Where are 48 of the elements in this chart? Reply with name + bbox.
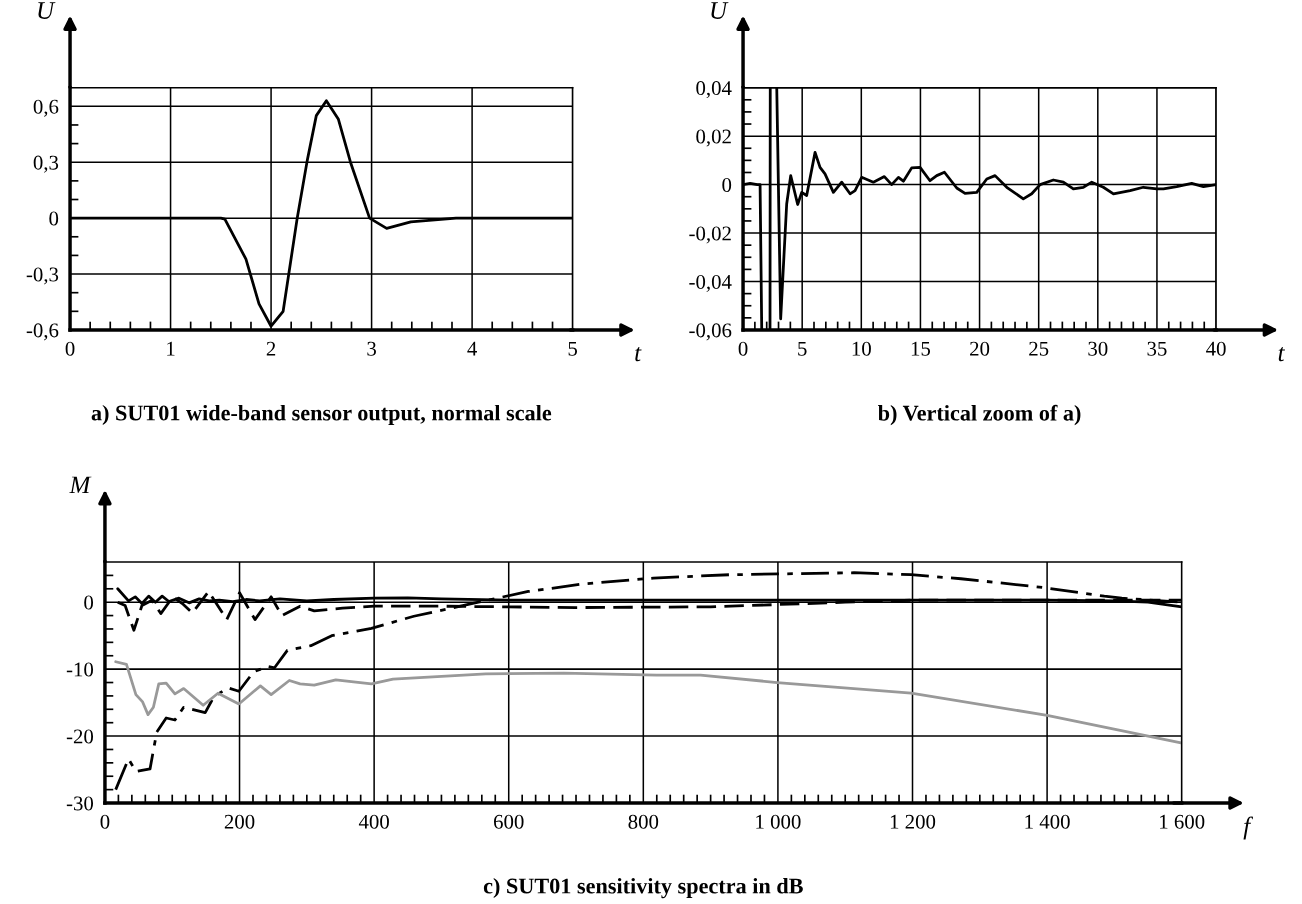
text: b) Vertical zoom of a)	[878, 404, 1081, 426]
y-tick-label: 0	[84, 595, 94, 610]
x-tick-label: 4	[467, 341, 477, 356]
y-tick-label: -20	[66, 729, 94, 744]
x-tick-label: 5	[568, 341, 578, 356]
y-tick-label: 0	[722, 177, 732, 193]
y-tick-label: 0,04	[696, 81, 732, 99]
y-tick-label: -0,06	[689, 323, 732, 341]
x-axis-title: f	[1243, 816, 1254, 840]
x-tick-label: 0	[100, 814, 110, 829]
x-tick-label: 15	[911, 341, 931, 356]
x-tick-label: 400	[358, 814, 389, 829]
x-tick-label: 1 400	[1025, 814, 1070, 829]
y-tick-label: -0,02	[689, 226, 731, 244]
x-tick-label: 25	[1029, 341, 1049, 356]
y-tick-label: -0,3	[26, 267, 59, 285]
y-axis-title: U	[38, 2, 56, 19]
y-tick-label: -0,04	[689, 274, 732, 292]
y-tick-label: -10	[66, 662, 94, 677]
text: c) SUT01 sensitivity spectra in dB	[483, 877, 803, 899]
line-series	[114, 660, 1182, 745]
y-axis-title: M	[69, 476, 92, 494]
y-tick-label: 0,6	[33, 99, 59, 117]
x-tick-label: 800	[628, 814, 659, 829]
x-tick-label: 20	[970, 341, 990, 356]
x-tick-label: 1 600	[1160, 814, 1205, 829]
y-tick-label: -30	[66, 796, 94, 811]
y-tick-label: 0,02	[696, 129, 731, 147]
x-tick-label: 35	[1147, 341, 1167, 356]
x-axis-title: t	[635, 346, 642, 362]
y-tick-label: -0,6	[26, 323, 59, 341]
x-tick-label: 10	[852, 341, 871, 356]
text: a) SUT01 wide-band sensor output, normal scale	[91, 404, 552, 426]
x-tick-label: 600	[493, 814, 524, 829]
x-tick-label: 1 200	[890, 814, 936, 829]
x-tick-label: 5	[798, 341, 807, 356]
x-tick-label: 200	[224, 814, 255, 829]
x-tick-label: 1 000	[756, 814, 801, 829]
x-tick-label: 30	[1088, 341, 1108, 356]
y-tick-label: 0	[49, 211, 59, 226]
y-axis-title: U	[711, 2, 729, 19]
y-tick-label: 0,3	[33, 155, 59, 173]
x-tick-label: 2	[266, 341, 276, 356]
x-tick-label: 3	[367, 341, 376, 356]
x-tick-label: 40	[1206, 341, 1226, 356]
x-tick-label: 0	[738, 341, 748, 356]
x-tick-label: 1	[167, 341, 175, 356]
x-axis-title: t	[1278, 346, 1286, 362]
